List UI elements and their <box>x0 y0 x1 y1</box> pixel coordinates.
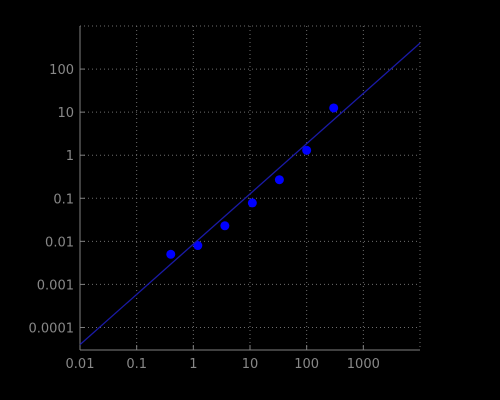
data-series <box>79 42 421 346</box>
x-tick-label: 100 <box>294 357 319 372</box>
x-tick-label: 1 <box>189 357 197 372</box>
x-tick-label: 10 <box>242 357 259 372</box>
fit-line <box>79 42 421 346</box>
data-point <box>274 175 284 185</box>
y-tick-label: 100 <box>49 63 74 78</box>
y-tick-label: 0.01 <box>45 235 74 250</box>
data-point <box>220 221 230 231</box>
y-tick-label: 0.001 <box>37 278 74 293</box>
axes <box>79 26 420 351</box>
y-tick-label: 1 <box>66 149 74 164</box>
x-tick-label: 0.01 <box>66 357 95 372</box>
data-point <box>166 249 176 259</box>
x-tick-label: 1000 <box>347 357 380 372</box>
y-tick-label: 0.1 <box>53 192 74 207</box>
y-tick-label: 0.0001 <box>29 321 75 336</box>
y-tick-label: 10 <box>57 106 74 121</box>
data-point <box>329 103 339 113</box>
tick-labels: 0.01 0.1 1 10 100 1000 0.0001 0.001 0.01 0.1 1 10 10… <box>29 63 380 372</box>
data-point <box>302 145 312 155</box>
grid-lines <box>79 25 421 350</box>
data-point <box>193 241 203 251</box>
data-point <box>247 198 257 208</box>
x-tick-label: 0.1 <box>126 357 147 372</box>
